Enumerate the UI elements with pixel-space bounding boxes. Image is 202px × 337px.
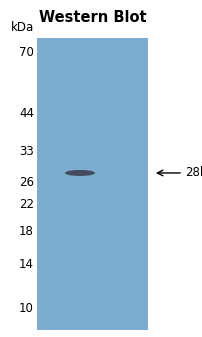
Text: 26: 26	[19, 176, 34, 189]
Text: 28kDa: 28kDa	[184, 166, 202, 180]
Text: 44: 44	[19, 107, 34, 120]
Text: 33: 33	[19, 145, 34, 158]
Text: 18: 18	[19, 225, 34, 238]
Text: 14: 14	[19, 258, 34, 271]
Text: kDa: kDa	[11, 21, 34, 34]
Text: Western Blot: Western Blot	[39, 10, 146, 26]
Text: 22: 22	[19, 198, 34, 211]
Bar	[37, 38, 147, 330]
Ellipse shape	[65, 170, 95, 176]
Text: 70: 70	[19, 46, 34, 59]
Text: 10: 10	[19, 302, 34, 315]
